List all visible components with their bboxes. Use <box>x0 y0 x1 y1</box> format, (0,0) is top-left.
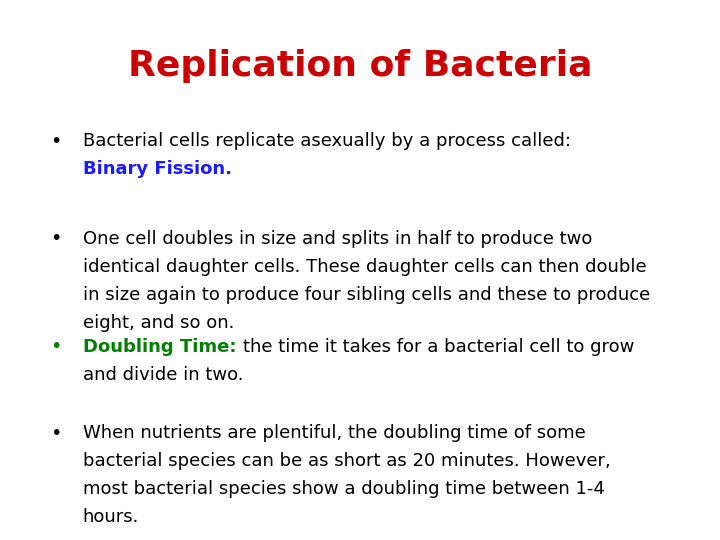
Text: identical daughter cells. These daughter cells can then double: identical daughter cells. These daughter… <box>83 258 647 275</box>
Text: When nutrients are plentiful, the doubling time of some: When nutrients are plentiful, the doubli… <box>83 424 585 442</box>
Text: •: • <box>50 338 62 356</box>
Text: bacterial species can be as short as 20 minutes. However,: bacterial species can be as short as 20 … <box>83 452 611 470</box>
Text: hours.: hours. <box>83 508 139 526</box>
Text: Doubling Time:: Doubling Time: <box>83 338 243 355</box>
Text: •: • <box>50 230 62 248</box>
Text: the time it takes for a bacterial cell to grow: the time it takes for a bacterial cell t… <box>243 338 634 355</box>
Text: and divide in two.: and divide in two. <box>83 366 243 383</box>
Text: eight, and so on.: eight, and so on. <box>83 314 234 332</box>
Text: Replication of Bacteria: Replication of Bacteria <box>127 49 593 83</box>
Text: in size again to produce four sibling cells and these to produce: in size again to produce four sibling ce… <box>83 286 650 303</box>
Text: most bacterial species show a doubling time between 1-4: most bacterial species show a doubling t… <box>83 480 605 498</box>
Text: Bacterial cells replicate asexually by a process called:: Bacterial cells replicate asexually by a… <box>83 132 571 150</box>
Text: One cell doubles in size and splits in half to produce two: One cell doubles in size and splits in h… <box>83 230 592 247</box>
Text: •: • <box>50 424 62 443</box>
Text: Binary Fission.: Binary Fission. <box>83 160 232 178</box>
Text: •: • <box>50 132 62 151</box>
